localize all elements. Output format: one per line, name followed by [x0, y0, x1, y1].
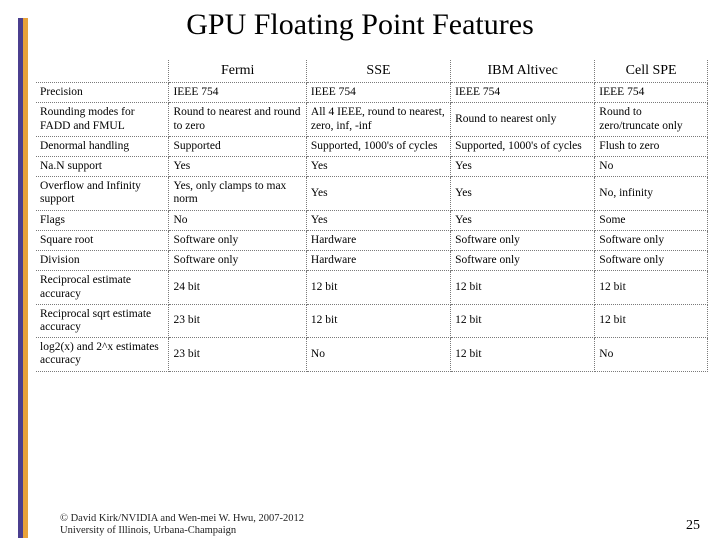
table-row: DivisionSoftware onlyHardwareSoftware on…: [36, 251, 708, 271]
table-cell: Yes: [451, 156, 595, 176]
table-cell: Yes: [306, 177, 450, 210]
table-cell: IEEE 754: [451, 83, 595, 103]
table-cell: Hardware: [306, 230, 450, 250]
accent-bar: [18, 18, 28, 538]
table-cell: Supported, 1000's of cycles: [451, 136, 595, 156]
table-cell: Flags: [36, 210, 169, 230]
table-cell: 12 bit: [451, 338, 595, 371]
table-cell: 12 bit: [595, 271, 708, 304]
table-cell: log2(x) and 2^x estimates accuracy: [36, 338, 169, 371]
table-cell: Supported: [169, 136, 306, 156]
table-row: Reciprocal estimate accuracy24 bit12 bit…: [36, 271, 708, 304]
table-cell: Software only: [595, 230, 708, 250]
table-cell: IEEE 754: [306, 83, 450, 103]
table-cell: 12 bit: [451, 271, 595, 304]
footer-line: © David Kirk/NVIDIA and Wen-mei W. Hwu, …: [60, 513, 304, 524]
table-row: FlagsNoYesYesSome: [36, 210, 708, 230]
table-cell: Rounding modes for FADD and FMUL: [36, 103, 169, 136]
table-cell: Yes: [306, 210, 450, 230]
table-cell: Yes: [451, 210, 595, 230]
table-cell: Yes, only clamps to max norm: [169, 177, 306, 210]
table-cell: IEEE 754: [169, 83, 306, 103]
col-header: SSE: [306, 60, 450, 83]
table-cell: Yes: [451, 177, 595, 210]
table-cell: Software only: [169, 251, 306, 271]
table-row: Na.N supportYesYesYesNo: [36, 156, 708, 176]
copyright-footer: © David Kirk/NVIDIA and Wen-mei W. Hwu, …: [60, 513, 304, 538]
table-cell: 12 bit: [451, 304, 595, 337]
table-cell: Reciprocal estimate accuracy: [36, 271, 169, 304]
table-cell: 12 bit: [306, 271, 450, 304]
page-title: GPU Floating Point Features: [0, 8, 720, 42]
table-row: Square rootSoftware onlyHardwareSoftware…: [36, 230, 708, 250]
table-cell: Yes: [169, 156, 306, 176]
table-cell: Square root: [36, 230, 169, 250]
table-cell: Division: [36, 251, 169, 271]
table-cell: No: [306, 338, 450, 371]
col-header: Cell SPE: [595, 60, 708, 83]
table-cell: Some: [595, 210, 708, 230]
table-cell: Denormal handling: [36, 136, 169, 156]
table-cell: Round to nearest and round to zero: [169, 103, 306, 136]
table-cell: Yes: [306, 156, 450, 176]
table-cell: Reciprocal sqrt estimate accuracy: [36, 304, 169, 337]
table-cell: Software only: [169, 230, 306, 250]
table-cell: No: [595, 156, 708, 176]
comparison-table-wrap: Fermi SSE IBM Altivec Cell SPE Precision…: [36, 60, 708, 372]
table-cell: Supported, 1000's of cycles: [306, 136, 450, 156]
table-cell: Round to zero/truncate only: [595, 103, 708, 136]
table-row: Overflow and Infinity supportYes, only c…: [36, 177, 708, 210]
table-cell: IEEE 754: [595, 83, 708, 103]
table-cell: 24 bit: [169, 271, 306, 304]
table-cell: Hardware: [306, 251, 450, 271]
table-cell: Software only: [451, 230, 595, 250]
table-cell: 12 bit: [595, 304, 708, 337]
table-cell: No, infinity: [595, 177, 708, 210]
table-row: log2(x) and 2^x estimates accuracy23 bit…: [36, 338, 708, 371]
table-cell: Na.N support: [36, 156, 169, 176]
table-row: Denormal handlingSupportedSupported, 100…: [36, 136, 708, 156]
table-row: PrecisionIEEE 754IEEE 754IEEE 754IEEE 75…: [36, 83, 708, 103]
table-cell: Flush to zero: [595, 136, 708, 156]
col-header: IBM Altivec: [451, 60, 595, 83]
col-header: [36, 60, 169, 83]
table-header-row: Fermi SSE IBM Altivec Cell SPE: [36, 60, 708, 83]
table-row: Rounding modes for FADD and FMULRound to…: [36, 103, 708, 136]
comparison-table: Fermi SSE IBM Altivec Cell SPE Precision…: [36, 60, 708, 372]
table-cell: Software only: [451, 251, 595, 271]
table-body: PrecisionIEEE 754IEEE 754IEEE 754IEEE 75…: [36, 83, 708, 372]
table-cell: 12 bit: [306, 304, 450, 337]
table-cell: No: [169, 210, 306, 230]
table-row: Reciprocal sqrt estimate accuracy23 bit1…: [36, 304, 708, 337]
col-header: Fermi: [169, 60, 306, 83]
table-cell: Precision: [36, 83, 169, 103]
table-cell: 23 bit: [169, 338, 306, 371]
table-cell: All 4 IEEE, round to nearest, zero, inf,…: [306, 103, 450, 136]
table-cell: No: [595, 338, 708, 371]
table-cell: Software only: [595, 251, 708, 271]
page-number: 25: [686, 518, 700, 534]
accent-orange: [23, 18, 28, 538]
table-cell: Round to nearest only: [451, 103, 595, 136]
footer-line: University of Illinois, Urbana-Champaign: [60, 525, 236, 536]
table-cell: Overflow and Infinity support: [36, 177, 169, 210]
table-cell: 23 bit: [169, 304, 306, 337]
